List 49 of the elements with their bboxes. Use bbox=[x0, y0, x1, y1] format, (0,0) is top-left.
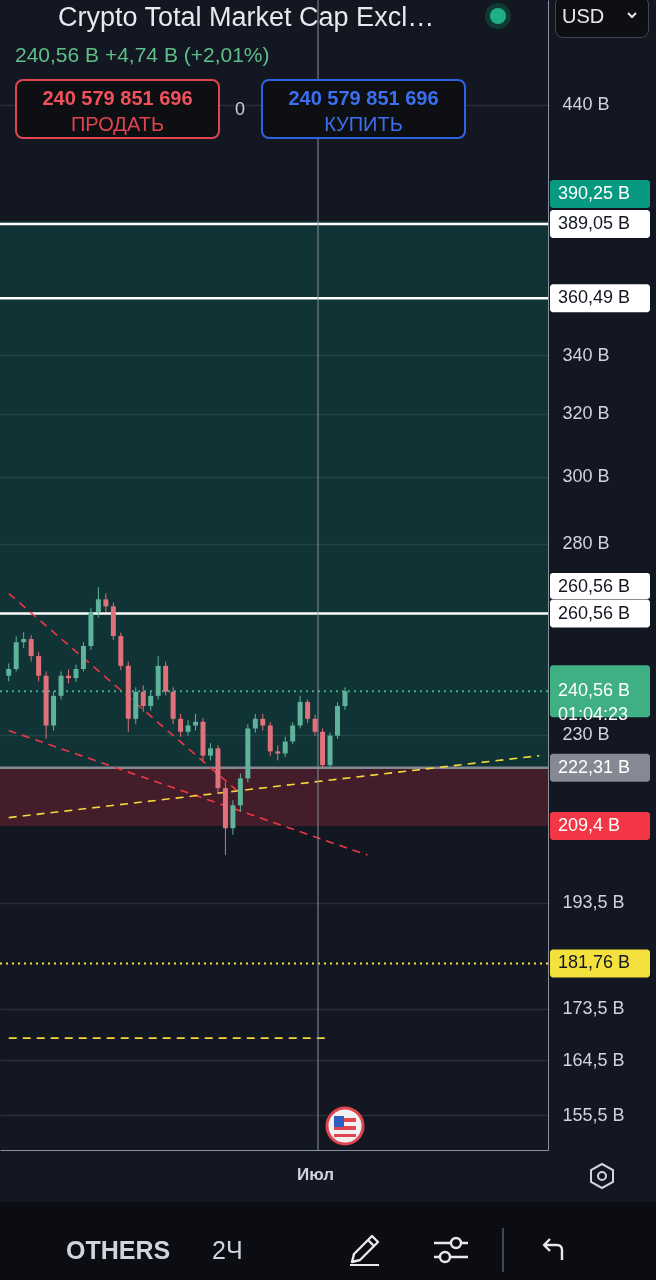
y-tick-label: 155,5 B bbox=[562, 1104, 625, 1125]
candlestick bbox=[185, 719, 191, 737]
candlestick bbox=[148, 690, 154, 712]
ref-line-label: 260,56 B bbox=[558, 602, 631, 623]
text: 2Ч bbox=[212, 1236, 243, 1265]
candlestick bbox=[58, 670, 64, 700]
y-tick-label: 193,5 B bbox=[562, 892, 625, 913]
candlestick bbox=[73, 664, 79, 683]
annotation: 0 bbox=[235, 99, 246, 120]
annotation: ПРОДАТЬ bbox=[69, 112, 166, 137]
y-tick-label: 340 B bbox=[562, 344, 610, 365]
candlestick bbox=[95, 586, 101, 619]
candlestick bbox=[290, 721, 296, 745]
candlestick bbox=[305, 699, 311, 724]
annotation: 240 579 851 696 bbox=[287, 86, 440, 111]
buy-button[interactable]: 240 579 851 696 КУПИТЬ bbox=[261, 79, 466, 139]
annotation: 240 579 851 696 bbox=[41, 86, 194, 111]
y-tick-label: 300 B bbox=[562, 466, 610, 487]
band-label: 209,4 B bbox=[558, 814, 621, 835]
ref-line-label: 389,05 B bbox=[558, 213, 631, 234]
y-tick-label: 320 B bbox=[562, 403, 610, 424]
candlestick bbox=[342, 686, 348, 711]
candlestick bbox=[28, 634, 34, 663]
candlestick bbox=[282, 736, 288, 758]
y-tick-label: 173,5 B bbox=[562, 998, 625, 1019]
candlestick bbox=[230, 799, 236, 836]
ref-line-label: 181,76 B bbox=[558, 952, 631, 973]
candlestick bbox=[80, 641, 86, 672]
band-label: 390,25 B bbox=[558, 183, 631, 204]
candlestick bbox=[103, 592, 109, 613]
price-tag: 260,56 B bbox=[550, 573, 650, 599]
annotation: КУПИТЬ bbox=[323, 112, 404, 137]
y-tick-label: 230 B bbox=[562, 724, 610, 745]
ref-line-label: 360,49 B bbox=[558, 287, 631, 308]
sell-button[interactable]: 240 579 851 696 ПРОДАТЬ bbox=[15, 79, 220, 139]
chart-title: Crypto Total Market Cap Excl… bbox=[58, 1, 435, 34]
text: Июл bbox=[297, 1165, 335, 1185]
candlestick bbox=[252, 713, 258, 734]
ref-line-label: 222,31 B bbox=[558, 756, 631, 777]
text: OTHERS bbox=[66, 1236, 171, 1265]
y-tick-label: 164,5 B bbox=[562, 1049, 625, 1070]
candlestick bbox=[140, 684, 146, 713]
y-tick-label: 440 B bbox=[562, 94, 610, 115]
candlestick bbox=[36, 651, 42, 682]
candlestick bbox=[297, 695, 303, 729]
y-tick-label: 280 B bbox=[562, 533, 610, 554]
candlestick bbox=[178, 713, 184, 738]
currency-dropdown[interactable]: USD bbox=[555, 0, 649, 38]
text: 240,56 B +4,74 B (+2,01%) bbox=[15, 42, 270, 68]
